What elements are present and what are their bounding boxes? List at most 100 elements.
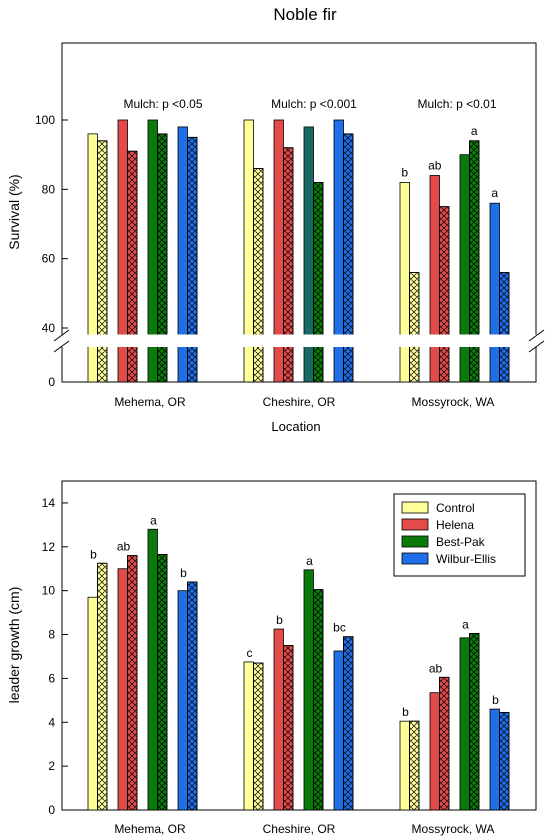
- bar-hatch-control-mossyrock-wa: [409, 272, 420, 383]
- bar-wilbur-ellis-mehema-or-open: [177, 590, 188, 811]
- x-tick-label: Mehema, OR: [114, 395, 186, 409]
- legend: Control Helena Best-Pak Wilbur-Ellis: [393, 493, 526, 577]
- significance-letter: ab: [428, 158, 442, 172]
- survival-chart: 0 40 60 80 100 Mehema, OR Cheshire, OR Mossyro…: [6, 42, 545, 434]
- bar-hatch-wilbur-ellis-cheshire-or: [343, 636, 354, 811]
- significance-letter: b: [402, 705, 409, 719]
- bar-hatch-control-mehema-or: [97, 562, 108, 811]
- bar-hatch-best-pak-mossyrock-wa: [469, 140, 480, 383]
- significance-letter: bc: [333, 621, 346, 635]
- y-tick-label: 0: [48, 375, 55, 389]
- bar-helena-mossyrock-wa-open: [429, 175, 440, 383]
- y-tick-label: 6: [48, 671, 55, 685]
- bar-control-mehema-or-open: [87, 596, 98, 811]
- survival-x-axis-label: Location: [271, 419, 320, 434]
- bar-hatch-best-pak-mehema-or: [157, 554, 168, 811]
- bar-hatch-helena-mossyrock-wa: [439, 676, 450, 811]
- bar-hatch-wilbur-ellis-mehema-or: [187, 581, 198, 811]
- bar-hatch-wilbur-ellis-mossyrock-wa: [499, 272, 510, 383]
- y-tick-label: 60: [42, 252, 56, 266]
- legend-swatch-best-pak: [401, 535, 429, 548]
- significance-letter: a: [462, 617, 469, 631]
- significance-letter: ab: [429, 661, 443, 675]
- significance-letter: ab: [117, 540, 131, 554]
- significance-letter: b: [492, 693, 499, 707]
- y-tick-label: 14: [42, 496, 56, 510]
- bar-helena-mossyrock-wa-open: [429, 692, 440, 811]
- growth-plot-frame: [61, 480, 537, 811]
- bar-wilbur-ellis-mossyrock-wa-open: [489, 202, 500, 383]
- bar-hatch-wilbur-ellis-cheshire-or: [343, 133, 354, 383]
- bar-helena-cheshire-or-open: [273, 628, 284, 811]
- legend-swatch-control: [401, 501, 429, 514]
- y-tick-label: 12: [42, 540, 56, 554]
- bar-hatch-helena-mehema-or: [127, 150, 138, 383]
- growth-chart: 0 2 4 6 8 10 12 14 Mehema, OR Cheshire, OR Mossyr…: [6, 480, 537, 836]
- bar-hatch-helena-cheshire-or: [283, 147, 294, 383]
- bar-wilbur-ellis-mossyrock-wa-open: [489, 708, 500, 811]
- bar-hatch-best-pak-cheshire-or: [313, 589, 324, 811]
- x-tick-label: Mehema, OR: [114, 822, 186, 836]
- bar-control-mossyrock-wa-open: [399, 720, 410, 811]
- survival-annotations: b ab a a Mulch: p <0.05 Mulch: p <0.001 Mulch:…: [123, 97, 498, 200]
- y-tick-label: 10: [42, 584, 56, 598]
- bar-hatch-wilbur-ellis-mehema-or: [187, 136, 198, 383]
- axis-break-gap: [50, 335, 540, 347]
- bar-hatch-control-mehema-or: [97, 140, 108, 383]
- y-tick-label: 80: [42, 182, 56, 196]
- bar-control-cheshire-or-open: [243, 661, 254, 811]
- legend-label-control: Control: [436, 501, 475, 515]
- bar-best-pak-cheshire-or-open: [303, 569, 314, 811]
- growth-bars: [87, 528, 510, 811]
- significance-letter: a: [491, 186, 498, 200]
- bar-helena-mehema-or-open: [117, 568, 128, 811]
- significance-letter: b: [276, 613, 283, 627]
- bar-hatch-control-cheshire-or: [253, 168, 264, 383]
- bar-hatch-control-mossyrock-wa: [409, 720, 420, 811]
- bar-hatch-wilbur-ellis-mossyrock-wa: [499, 711, 510, 811]
- bar-hatch-helena-cheshire-or: [283, 645, 294, 811]
- legend-label-best-pak: Best-Pak: [436, 535, 486, 549]
- bar-hatch-helena-mehema-or: [127, 555, 138, 811]
- figure-title: Noble fir: [273, 5, 337, 24]
- growth-y-axis-label: leader growth (cm): [6, 587, 22, 704]
- bar-hatch-best-pak-mehema-or: [157, 133, 168, 383]
- significance-letter: a: [471, 124, 478, 138]
- mulch-p-annotation: Mulch: p <0.001: [271, 97, 357, 111]
- significance-letter: a: [150, 513, 157, 527]
- significance-letter: c: [247, 646, 253, 660]
- significance-letter: b: [401, 165, 408, 179]
- bar-hatch-best-pak-cheshire-or: [313, 181, 324, 383]
- survival-bars: [87, 119, 510, 383]
- legend-swatch-helena: [401, 518, 429, 531]
- survival-x-axis: Mehema, OR Cheshire, OR Mossyrock, WA: [114, 395, 494, 409]
- growth-y-axis: 0 2 4 6 8 10 12 14: [42, 496, 68, 817]
- survival-y-axis: 0 40 60 80 100: [35, 113, 68, 389]
- y-tick-label: 100: [35, 113, 55, 127]
- survival-y-axis-label: Survival (%): [6, 174, 22, 249]
- survival-plot-frame: [61, 42, 537, 383]
- growth-x-axis: Mehema, OR Cheshire, OR Mossyrock, WA: [114, 822, 494, 836]
- y-tick-label: 40: [42, 321, 56, 335]
- mulch-p-annotation: Mulch: p <0.05: [123, 97, 202, 111]
- significance-letter: a: [306, 554, 313, 568]
- significance-letter: b: [90, 547, 97, 561]
- x-tick-label: Mossyrock, WA: [412, 395, 495, 409]
- x-tick-label: Cheshire, OR: [263, 395, 336, 409]
- y-tick-label: 8: [48, 628, 55, 642]
- bar-hatch-best-pak-mossyrock-wa: [469, 633, 480, 811]
- y-tick-label: 2: [48, 759, 55, 773]
- bar-best-pak-mossyrock-wa-open: [459, 154, 470, 383]
- bar-wilbur-ellis-cheshire-or-open: [333, 650, 344, 811]
- bar-hatch-helena-mossyrock-wa: [439, 206, 450, 383]
- x-tick-label: Mossyrock, WA: [412, 822, 495, 836]
- legend-label-wilbur-ellis: Wilbur-Ellis: [436, 552, 496, 566]
- bar-best-pak-mehema-or-open: [147, 528, 158, 811]
- mulch-p-annotation: Mulch: p <0.01: [417, 97, 496, 111]
- bar-best-pak-mossyrock-wa-open: [459, 637, 470, 811]
- y-tick-label: 4: [48, 715, 55, 729]
- y-tick-label: 0: [48, 803, 55, 817]
- x-tick-label: Cheshire, OR: [263, 822, 336, 836]
